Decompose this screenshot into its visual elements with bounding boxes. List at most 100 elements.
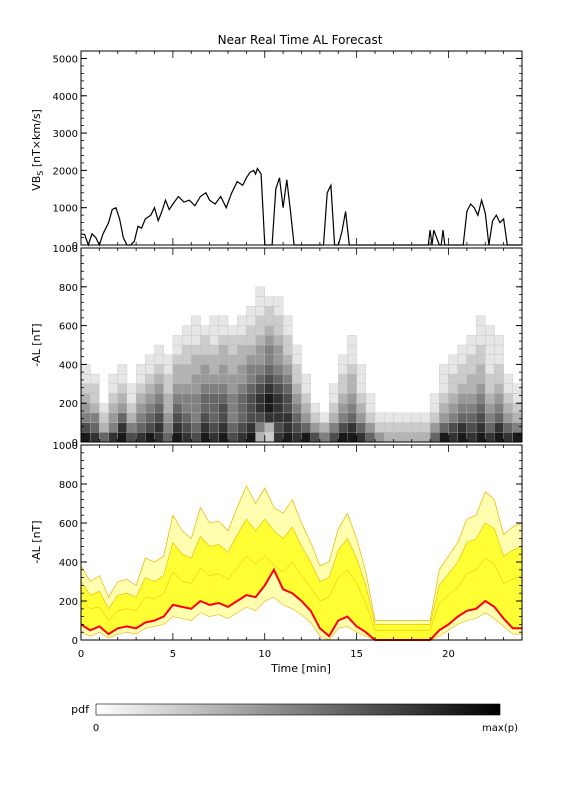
pdf-cell (292, 432, 302, 443)
pdf-cell (227, 432, 238, 443)
pdf-cell (191, 315, 201, 326)
pdf-cell (512, 412, 523, 423)
pdf-cell (218, 373, 229, 384)
pdf-cell (255, 306, 265, 317)
pdf-cell (475, 412, 486, 423)
ytick-label: 200 (59, 399, 78, 410)
pdf-cell (99, 403, 109, 414)
pdf-cell (135, 373, 146, 384)
pdf-cell (457, 354, 468, 365)
pdf-cell (429, 422, 440, 433)
pdf-cell (181, 364, 192, 375)
pdf-cell (347, 393, 357, 404)
pdf-cell (209, 325, 219, 336)
ytick-label: 400 (59, 360, 78, 371)
pdf-cell (117, 403, 128, 414)
pdf-cell (163, 393, 174, 404)
pdf-cell (90, 383, 100, 394)
ytick-label: 1000 (53, 244, 78, 255)
pdf-cell (402, 432, 412, 443)
pdf-cell (512, 422, 523, 433)
pdf-cell (457, 403, 468, 414)
pdf-cell (172, 422, 183, 433)
pdf-cell (200, 364, 210, 375)
pdf-cell (209, 432, 219, 443)
pdf-cell (485, 373, 495, 384)
pdf-cell (466, 344, 477, 355)
pdf-cell (512, 383, 523, 394)
pdf-cell (273, 432, 284, 443)
pdf-cell (402, 412, 412, 423)
ytick-label: 600 (59, 322, 78, 333)
pdf-cell (218, 422, 229, 433)
pdf-cell (181, 422, 192, 433)
pdf-cell (227, 325, 238, 336)
pdf-cell (494, 383, 504, 394)
pdf-cell (494, 354, 504, 365)
pdf-cell (328, 432, 339, 443)
ytick-label: 400 (59, 558, 78, 569)
pdf-cell (255, 335, 265, 346)
pdf-cell (485, 412, 495, 423)
pdf-cell (209, 403, 219, 414)
pdf-cell (90, 412, 100, 423)
pdf-cell (255, 364, 265, 375)
pdf-cell (494, 422, 504, 433)
pdf-cell (218, 344, 229, 355)
pdf-cell (255, 393, 265, 404)
colorbar: pdf 0 max(p) (71, 703, 518, 734)
pdf-cell (475, 422, 486, 433)
pdf-cell (365, 403, 376, 414)
pdf-cell (466, 383, 477, 394)
pdf-cell (255, 325, 265, 336)
pdf-cell (494, 373, 504, 384)
pdf-cell (145, 354, 155, 365)
pdf-cell (466, 412, 477, 423)
pdf-cell (246, 306, 256, 317)
pdf-cell (227, 412, 238, 423)
pdf-cell (475, 383, 486, 394)
pdf-cell (512, 393, 523, 404)
pdf-cell (246, 393, 256, 404)
pdf-cell (80, 383, 91, 394)
pdf-cell (328, 412, 339, 423)
panel-vbs-ylabel-rest: [nT×km/s] (30, 109, 43, 171)
pdf-cell (117, 412, 128, 423)
pdf-cell (237, 335, 247, 346)
pdf-cell (218, 325, 229, 336)
colorbar-label: pdf (71, 703, 90, 716)
pdf-cell (503, 422, 513, 433)
pdf-cell (237, 393, 247, 404)
pdf-cell (246, 364, 256, 375)
pdf-cell (191, 354, 201, 365)
pdf-cell (163, 354, 174, 365)
pdf-cell (237, 373, 247, 384)
pdf-cell (448, 393, 458, 404)
ytick-label: 800 (59, 283, 78, 294)
pdf-cell (154, 403, 164, 414)
ytick-label: 5000 (53, 54, 78, 65)
pdf-cell (273, 306, 284, 317)
pdf-cell (485, 364, 495, 375)
pdf-cell (494, 364, 504, 375)
pdf-cell (200, 383, 210, 394)
pdf-cell (301, 403, 311, 414)
forecast-lower-line (80, 596, 522, 641)
pdf-cell (420, 412, 431, 423)
pdf-cell (80, 364, 91, 375)
pdf-cell (181, 383, 192, 394)
panel-pdf: 0 200 400 600 800 1000 -AL [nT] (30, 244, 523, 449)
pdf-cell (191, 422, 201, 433)
pdf-cell (135, 383, 146, 394)
pdf-cell (466, 403, 477, 414)
pdf-cell (209, 412, 219, 423)
pdf-cell (319, 432, 330, 443)
pdf-cell (301, 393, 311, 404)
pdf-cell (347, 403, 357, 414)
pdf-cell (439, 364, 449, 375)
pdf-cell (347, 335, 357, 346)
pdf-cell (282, 373, 293, 384)
pdf-cell (485, 403, 495, 414)
pdf-cell (126, 422, 137, 433)
pdf-cell (338, 403, 348, 414)
